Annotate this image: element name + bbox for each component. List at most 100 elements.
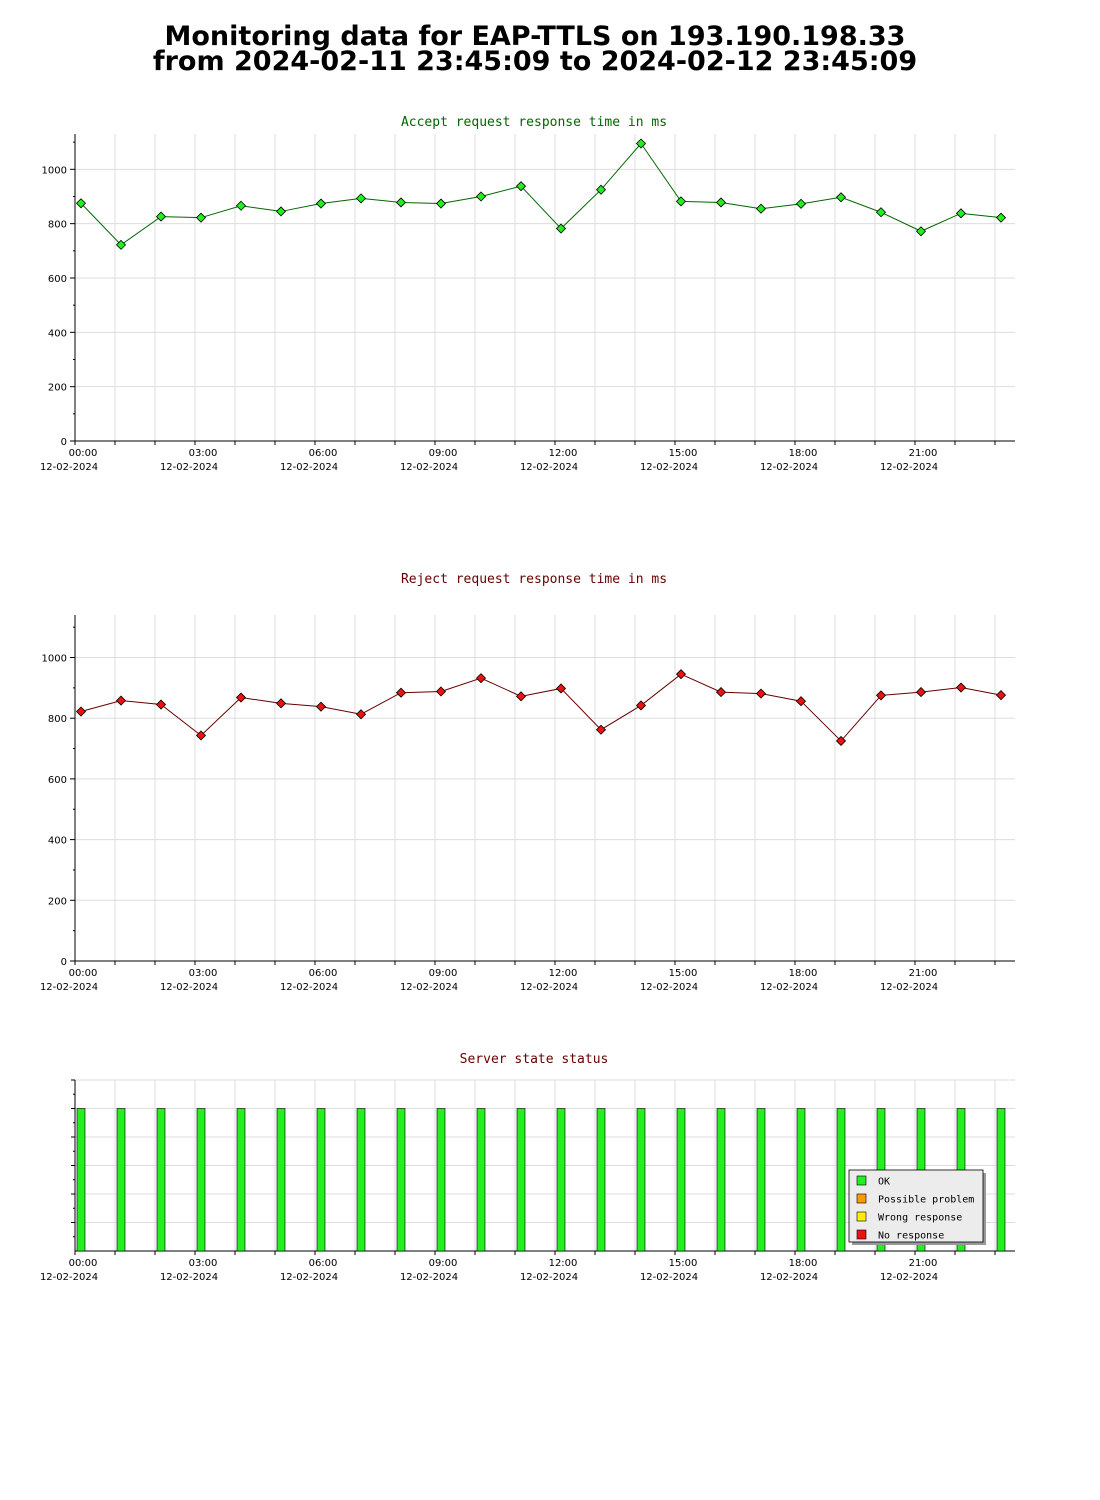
status-bar	[596, 1108, 606, 1252]
y-tick-label: 0	[61, 957, 67, 968]
status-bar	[236, 1108, 246, 1252]
data-point	[475, 191, 487, 202]
data-point	[555, 683, 567, 694]
x-tick-time-label: 06:00	[309, 448, 338, 459]
status-bar	[556, 1108, 566, 1252]
data-point	[835, 192, 847, 203]
y-tick-label: 0	[61, 437, 67, 448]
y-tick-label: 1000	[42, 165, 67, 176]
status-bar	[636, 1108, 646, 1252]
x-tick-date-label: 12-02-2024	[640, 982, 698, 993]
data-point	[515, 691, 527, 702]
data-point	[395, 687, 407, 698]
chart-title: Server state status	[460, 1052, 609, 1067]
data-point	[275, 206, 287, 217]
x-tick-date-label: 12-02-2024	[520, 982, 578, 993]
legend-swatch	[856, 1193, 867, 1204]
x-tick-date-label: 12-02-2024	[760, 982, 818, 993]
x-tick-time-label: 21:00	[909, 448, 938, 459]
data-point	[715, 197, 727, 208]
data-point	[715, 687, 727, 698]
status-bar	[996, 1108, 1006, 1252]
x-tick-time-label: 21:00	[909, 1258, 938, 1269]
data-point	[995, 690, 1007, 701]
status-bar	[76, 1108, 86, 1252]
x-tick-time-label: 03:00	[189, 968, 218, 979]
x-tick-date-label: 12-02-2024	[640, 1272, 698, 1283]
status-bar	[756, 1108, 766, 1252]
status-bar	[156, 1108, 166, 1252]
data-point	[75, 706, 87, 717]
x-tick-time-label: 06:00	[309, 1258, 338, 1269]
x-tick-time-label: 18:00	[789, 1258, 818, 1269]
y-tick-label: 600	[48, 775, 67, 786]
x-tick-date-label: 12-02-2024	[400, 462, 458, 473]
data-point	[315, 701, 327, 712]
x-tick-date-label: 12-02-2024	[160, 1272, 218, 1283]
status-bar	[796, 1108, 806, 1252]
x-tick-date-label: 12-02-2024	[880, 982, 938, 993]
page-title-line-1: Monitoring data for EAP-TTLS on 193.190.…	[164, 21, 906, 52]
x-tick-date-label: 12-02-2024	[40, 1272, 98, 1283]
x-tick-date-label: 12-02-2024	[40, 982, 98, 993]
status-bar	[316, 1108, 326, 1252]
data-point	[795, 696, 807, 707]
x-tick-time-label: 18:00	[789, 968, 818, 979]
y-tick-label: 400	[48, 836, 67, 847]
data-point	[235, 692, 247, 703]
data-point	[875, 207, 887, 218]
x-tick-date-label: 12-02-2024	[400, 1272, 458, 1283]
y-tick-label: 600	[48, 274, 67, 285]
x-tick-time-label: 15:00	[669, 1258, 698, 1269]
x-tick-date-label: 12-02-2024	[880, 1272, 938, 1283]
x-tick-date-label: 12-02-2024	[160, 982, 218, 993]
x-tick-date-label: 12-02-2024	[760, 462, 818, 473]
data-point	[395, 197, 407, 208]
page-title: Monitoring data for EAP-TTLS on 193.190.…	[0, 21, 1070, 77]
data-point	[355, 709, 367, 720]
server-status-chart: Server state status 00:00 12-02-2024 03:00 1…	[40, 1052, 1015, 1283]
x-tick-date-label: 12-02-2024	[520, 462, 578, 473]
chart-title: Reject request response time in ms	[401, 572, 667, 587]
status-bar	[676, 1108, 686, 1252]
y-tick-label: 800	[48, 220, 67, 231]
x-tick-time-label: 09:00	[429, 1258, 458, 1269]
status-bar	[436, 1108, 446, 1252]
x-tick-date-label: 12-02-2024	[640, 462, 698, 473]
status-bar	[716, 1108, 726, 1252]
data-point	[75, 198, 87, 209]
status-bar	[196, 1108, 206, 1252]
status-bar	[516, 1108, 526, 1252]
x-tick-time-label: 12:00	[549, 448, 578, 459]
x-tick-time-label: 06:00	[309, 968, 338, 979]
series-line	[80, 142, 1002, 246]
x-tick-date-label: 12-02-2024	[280, 1272, 338, 1283]
x-tick-time-label: 21:00	[909, 968, 938, 979]
x-tick-time-label: 12:00	[549, 1258, 578, 1269]
reject-response-chart: Reject request response time in ms 0 200 40…	[40, 572, 1015, 993]
status-bar	[356, 1108, 366, 1252]
data-point	[635, 700, 647, 711]
x-tick-time-label: 12:00	[549, 968, 578, 979]
x-tick-time-label: 03:00	[189, 1258, 218, 1269]
data-point	[835, 735, 847, 747]
data-point	[875, 690, 887, 701]
legend-label: No response	[878, 1231, 944, 1242]
x-tick-time-label: 18:00	[789, 448, 818, 459]
data-point	[155, 211, 167, 222]
data-point	[755, 203, 767, 214]
x-tick-time-label: 15:00	[669, 968, 698, 979]
x-tick-time-label: 15:00	[669, 448, 698, 459]
status-bar	[396, 1108, 406, 1252]
data-point	[435, 686, 447, 697]
data-point	[555, 223, 567, 234]
data-point	[995, 212, 1007, 223]
accept-response-chart: Accept request response time in ms 0 200 40…	[40, 115, 1015, 473]
page-title-line-2: from 2024-02-11 23:45:09 to 2024-02-12 2…	[152, 46, 918, 77]
data-point	[275, 698, 287, 709]
y-tick-label: 1000	[42, 653, 67, 664]
legend-swatch	[856, 1211, 867, 1222]
x-tick-time-label: 03:00	[189, 448, 218, 459]
data-point	[235, 200, 247, 211]
legend-swatch	[856, 1175, 867, 1186]
